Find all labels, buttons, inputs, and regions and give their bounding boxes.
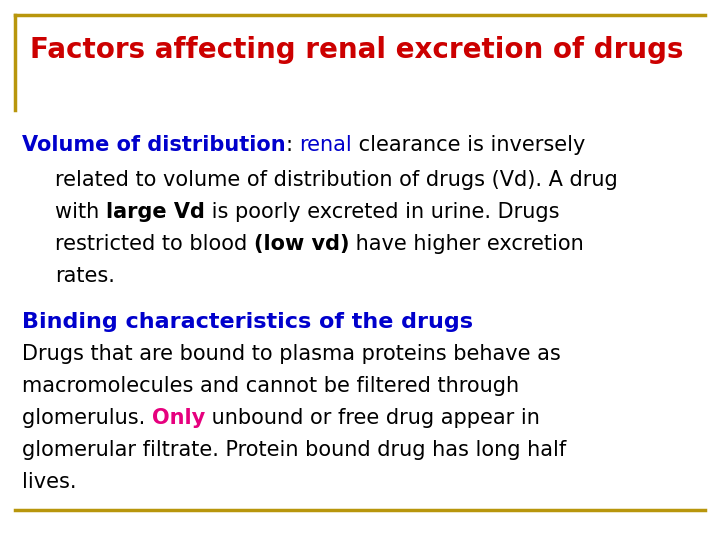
Text: rates.: rates. [55,266,115,286]
Text: Binding characteristics of the drugs: Binding characteristics of the drugs [22,312,473,332]
Text: Factors affecting renal excretion of drugs: Factors affecting renal excretion of dru… [30,36,683,64]
Text: :: : [286,135,300,155]
Text: glomerular filtrate. Protein bound drug has long half: glomerular filtrate. Protein bound drug … [22,440,566,460]
Text: have higher excretion: have higher excretion [349,234,584,254]
Text: (low vd): (low vd) [254,234,349,254]
Text: glomerulus.: glomerulus. [22,408,152,428]
Text: macromolecules and cannot be filtered through: macromolecules and cannot be filtered th… [22,376,519,396]
Text: restricted to blood: restricted to blood [55,234,254,254]
Text: related to volume of distribution of drugs (Vd). A drug: related to volume of distribution of dru… [55,170,618,190]
Text: unbound or free drug appear in: unbound or free drug appear in [205,408,540,428]
Text: clearance is inversely: clearance is inversely [352,135,585,155]
Text: is poorly excreted in urine. Drugs: is poorly excreted in urine. Drugs [204,202,559,222]
Text: renal: renal [300,135,352,155]
Text: with: with [55,202,106,222]
Text: lives.: lives. [22,472,76,492]
Text: large Vd: large Vd [106,202,204,222]
Text: Drugs that are bound to plasma proteins behave as: Drugs that are bound to plasma proteins … [22,344,561,364]
Text: Only: Only [152,408,205,428]
Text: Volume of distribution: Volume of distribution [22,135,286,155]
